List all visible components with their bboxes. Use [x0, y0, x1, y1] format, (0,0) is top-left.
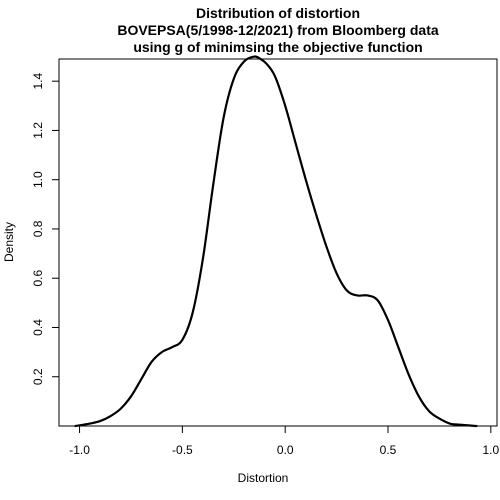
chart-title-line-3: using g of minimsing the objective funct…	[133, 39, 422, 55]
x-axis: -1.0 -0.5 0.0 0.5 1.0	[69, 426, 499, 457]
x-tick-label: 0.5	[380, 443, 397, 457]
plot-frame	[58, 58, 498, 427]
y-tick-label: 1.2	[31, 122, 45, 139]
x-tick-label: 0.0	[277, 443, 294, 457]
x-axis-label: Distortion	[238, 471, 289, 485]
y-tick-label: 0.4	[31, 319, 45, 336]
chart-title: Distribution of distortion BOVEPSA(5/199…	[117, 5, 439, 55]
series-layer	[74, 55, 478, 428]
x-tick-label: -0.5	[172, 443, 193, 457]
y-tick-label: 0.2	[31, 368, 45, 385]
y-axis: 0.2 0.4 0.6 0.8 1.0 1.2 1.4	[31, 73, 59, 385]
y-tick-label: 0.6	[31, 270, 45, 287]
y-tick-label: 1.0	[31, 171, 45, 188]
y-tick-label: 1.4	[31, 73, 45, 90]
density-curve	[74, 55, 478, 428]
x-tick-label: 1.0	[482, 443, 499, 457]
x-tick-label: -1.0	[69, 443, 90, 457]
y-axis-label: Density	[2, 222, 16, 262]
y-tick-label: 0.8	[31, 220, 45, 237]
chart-title-line-2: BOVEPSA(5/1998-12/2021) from Bloomberg d…	[117, 22, 439, 38]
chart-title-line-1: Distribution of distortion	[196, 5, 360, 21]
